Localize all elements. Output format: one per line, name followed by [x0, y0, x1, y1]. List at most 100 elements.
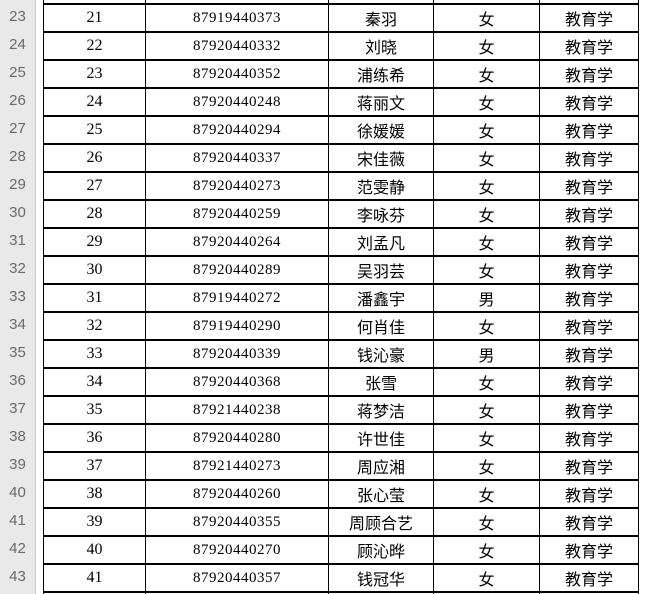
cell-seq[interactable]: 36	[43, 423, 146, 453]
cell-name[interactable]: 周应湘	[328, 451, 434, 481]
cell-exam-no[interactable]: 87920440355	[145, 507, 329, 537]
cell-major[interactable]: 教育学	[539, 563, 639, 593]
row-header[interactable]: 31	[9, 232, 26, 249]
cell-exam-no[interactable]: 87920440368	[145, 367, 329, 397]
cell-seq[interactable]: 33	[43, 339, 146, 369]
cell-major[interactable]: 教育学	[539, 283, 639, 313]
cell-exam-no[interactable]: 87920440294	[145, 115, 329, 145]
row-header[interactable]: 23	[9, 8, 26, 25]
cell-exam-no[interactable]: 87919440290	[145, 311, 329, 341]
cell-name[interactable]: 秦羽	[328, 3, 434, 33]
row-header[interactable]: 38	[9, 428, 26, 445]
cell-major[interactable]: 教育学	[539, 3, 639, 33]
cell-seq[interactable]: 31	[43, 283, 146, 313]
cell-major[interactable]: 教育学	[539, 423, 639, 453]
cell-exam-no[interactable]: 87920440248	[145, 87, 329, 117]
cell-name[interactable]: 刘晓	[328, 31, 434, 61]
cell-gender[interactable]: 女	[433, 59, 540, 89]
cell-major[interactable]: 教育学	[539, 143, 639, 173]
cell-gender[interactable]: 女	[433, 311, 540, 341]
cell-name[interactable]: 浦练希	[328, 59, 434, 89]
cell-major[interactable]: 教育学	[539, 59, 639, 89]
cell-major[interactable]: 教育学	[539, 115, 639, 145]
cell-name[interactable]: 徐媛媛	[328, 115, 434, 145]
row-header[interactable]: 25	[9, 64, 26, 81]
cell-exam-no[interactable]: 87920440273	[145, 171, 329, 201]
cell-exam-no[interactable]: 87920440337	[145, 143, 329, 173]
cell-name[interactable]: 顾沁晔	[328, 535, 434, 565]
cell-seq[interactable]: 29	[43, 227, 146, 257]
row-header[interactable]: 40	[9, 484, 26, 501]
cell-seq[interactable]: 26	[43, 143, 146, 173]
cell-exam-no[interactable]: 87920440264	[145, 227, 329, 257]
cell-seq[interactable]: 40	[43, 535, 146, 565]
cell-major[interactable]: 教育学	[539, 535, 639, 565]
cell-gender[interactable]: 女	[433, 143, 540, 173]
cell-seq[interactable]: 37	[43, 451, 146, 481]
cell-seq[interactable]: 39	[43, 507, 146, 537]
cell-exam-no[interactable]: 87919440272	[145, 283, 329, 313]
cell-exam-no[interactable]: 87920440289	[145, 255, 329, 285]
cell-exam-no[interactable]: 87920440259	[145, 199, 329, 229]
cell-name[interactable]: 宋佳薇	[328, 143, 434, 173]
row-header[interactable]: 33	[9, 288, 26, 305]
row-header[interactable]: 39	[9, 456, 26, 473]
row-header[interactable]: 29	[9, 176, 26, 193]
cell-seq[interactable]: 30	[43, 255, 146, 285]
cell-gender[interactable]: 女	[433, 535, 540, 565]
cell-exam-no[interactable]: 87921440273	[145, 451, 329, 481]
cell-gender[interactable]: 女	[433, 199, 540, 229]
cell-exam-no[interactable]: 87920440280	[145, 423, 329, 453]
cell-gender[interactable]: 男	[433, 339, 540, 369]
row-header[interactable]: 27	[9, 120, 26, 137]
cell-name[interactable]: 李咏芬	[328, 199, 434, 229]
cell-gender[interactable]: 女	[433, 31, 540, 61]
cell-empty[interactable]	[539, 591, 639, 594]
cell-seq[interactable]: 28	[43, 199, 146, 229]
cell-name[interactable]: 张雪	[328, 367, 434, 397]
cell-gender[interactable]: 女	[433, 367, 540, 397]
cell-gender[interactable]: 女	[433, 171, 540, 201]
cell-name[interactable]: 钱冠华	[328, 563, 434, 593]
row-header[interactable]: 30	[9, 204, 26, 221]
cell-major[interactable]: 教育学	[539, 395, 639, 425]
row-header[interactable]: 41	[9, 512, 26, 529]
cell-exam-no[interactable]: 87920440332	[145, 31, 329, 61]
cell-major[interactable]: 教育学	[539, 87, 639, 117]
cell-name[interactable]: 吴羽芸	[328, 255, 434, 285]
cell-empty[interactable]	[539, 0, 639, 5]
cell-gender[interactable]: 男	[433, 283, 540, 313]
cell-major[interactable]: 教育学	[539, 311, 639, 341]
cell-seq[interactable]: 35	[43, 395, 146, 425]
row-header[interactable]: 36	[9, 372, 26, 389]
cell-seq[interactable]: 24	[43, 87, 146, 117]
cell-seq[interactable]: 34	[43, 367, 146, 397]
row-header[interactable]: 26	[9, 92, 26, 109]
cell-major[interactable]: 教育学	[539, 199, 639, 229]
row-header[interactable]: 34	[9, 316, 26, 333]
cell-major[interactable]: 教育学	[539, 479, 639, 509]
cell-exam-no[interactable]: 87920440352	[145, 59, 329, 89]
cell-major[interactable]: 教育学	[539, 255, 639, 285]
cell-seq[interactable]: 38	[43, 479, 146, 509]
cell-seq[interactable]: 32	[43, 311, 146, 341]
cell-name[interactable]: 蒋丽文	[328, 87, 434, 117]
cell-exam-no[interactable]: 87921440238	[145, 395, 329, 425]
cell-exam-no[interactable]: 87919440373	[145, 3, 329, 33]
cell-exam-no[interactable]: 87920440357	[145, 563, 329, 593]
row-header[interactable]: 43	[9, 568, 26, 585]
cell-major[interactable]: 教育学	[539, 171, 639, 201]
row-header[interactable]: 35	[9, 344, 26, 361]
cell-gender[interactable]: 女	[433, 87, 540, 117]
cell-name[interactable]: 范雯静	[328, 171, 434, 201]
cell-major[interactable]: 教育学	[539, 227, 639, 257]
cell-gender[interactable]: 女	[433, 479, 540, 509]
cell-major[interactable]: 教育学	[539, 507, 639, 537]
cell-name[interactable]: 刘孟凡	[328, 227, 434, 257]
cell-gender[interactable]: 女	[433, 451, 540, 481]
cell-name[interactable]: 何肖佳	[328, 311, 434, 341]
cell-gender[interactable]: 女	[433, 395, 540, 425]
row-header[interactable]: 42	[9, 540, 26, 557]
cell-seq[interactable]: 27	[43, 171, 146, 201]
cell-gender[interactable]: 女	[433, 227, 540, 257]
